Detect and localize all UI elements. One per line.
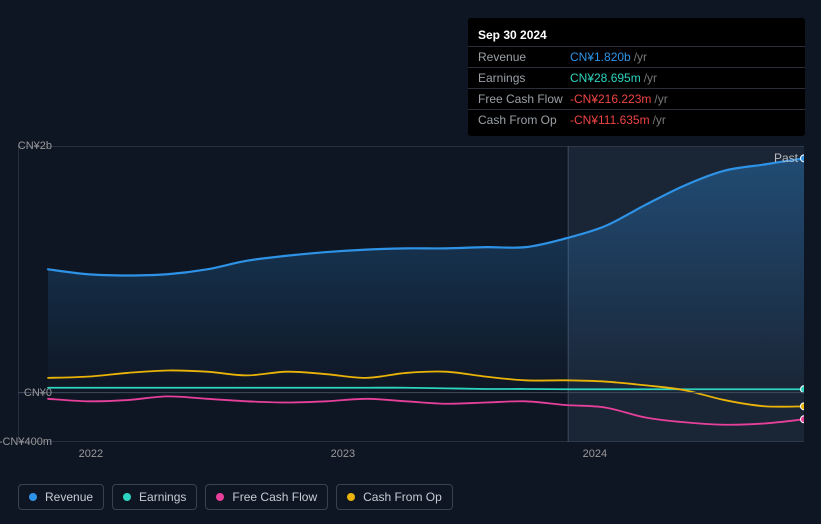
tooltip-value: -CN¥111.635m (570, 113, 650, 127)
legend-swatch (216, 493, 224, 501)
tooltip-date: Sep 30 2024 (468, 24, 805, 47)
y-tick-label: CN¥0 (24, 387, 52, 399)
tooltip-label: Revenue (478, 50, 570, 64)
tooltip-value: -CN¥216.223m (570, 92, 651, 106)
legend-label: Free Cash Flow (232, 490, 317, 504)
past-label: Past (774, 151, 799, 165)
legend-swatch (29, 493, 37, 501)
tooltip-unit: /yr (654, 92, 667, 106)
tooltip-value: CN¥28.695m (570, 71, 641, 85)
legend-label: Earnings (139, 490, 186, 504)
tooltip-unit: /yr (644, 71, 657, 85)
legend-swatch (123, 493, 131, 501)
tooltip-row-cfo: Cash From Op -CN¥111.635m /yr (468, 110, 805, 130)
tooltip-value: CN¥1.820b (570, 50, 631, 64)
x-tick-label: 2022 (79, 448, 103, 460)
legend-label: Revenue (45, 490, 93, 504)
x-axis-labels: 2022 2023 2024 (18, 442, 804, 462)
chart-plot[interactable]: Past (18, 146, 804, 442)
legend-swatch (347, 493, 355, 501)
legend-item-earnings[interactable]: Earnings (112, 484, 197, 510)
tooltip-unit: /yr (653, 113, 666, 127)
legend-item-free-cash-flow[interactable]: Free Cash Flow (205, 484, 328, 510)
legend: Revenue Earnings Free Cash Flow Cash From O… (18, 484, 453, 510)
tooltip-row-earnings: Earnings CN¥28.695m /yr (468, 68, 805, 89)
x-tick-label: 2023 (331, 448, 355, 460)
tooltip-row-revenue: Revenue CN¥1.820b /yr (468, 47, 805, 68)
tooltip-label: Cash From Op (478, 113, 570, 127)
tooltip-unit: /yr (634, 50, 647, 64)
legend-item-revenue[interactable]: Revenue (18, 484, 104, 510)
x-tick-label: 2024 (583, 448, 607, 460)
legend-item-cash-from-op[interactable]: Cash From Op (336, 484, 453, 510)
y-tick-label: CN¥2b (18, 140, 52, 152)
tooltip-label: Free Cash Flow (478, 92, 570, 106)
tooltip-box: Sep 30 2024 Revenue CN¥1.820b /yr Earnin… (468, 18, 805, 136)
tooltip-row-fcf: Free Cash Flow -CN¥216.223m /yr (468, 89, 805, 110)
legend-label: Cash From Op (363, 490, 442, 504)
tooltip-label: Earnings (478, 71, 570, 85)
